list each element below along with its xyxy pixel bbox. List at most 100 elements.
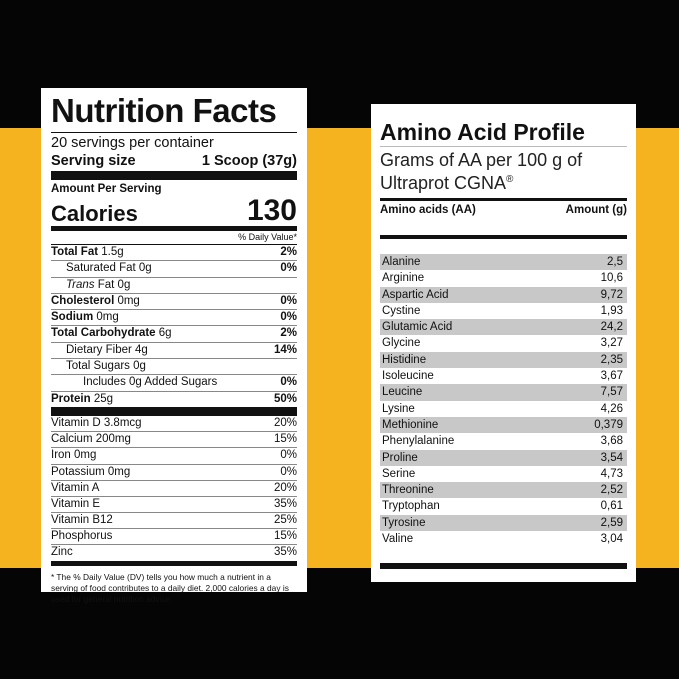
col-amount: Amount (g) xyxy=(565,204,627,216)
amino-name: Valine xyxy=(382,533,414,546)
nutrient-amount: Fat 0g xyxy=(94,278,131,291)
nutrient-row: Total Carbohydrate 6g 2% xyxy=(51,326,297,343)
vitamin-pct: 0% xyxy=(280,449,297,462)
amino-row: Glycine 3,27 xyxy=(380,335,627,351)
vitamin-name: Vitamin B12 xyxy=(51,514,113,527)
amino-value: 2,5 xyxy=(607,256,623,268)
serving-size-value: 1 Scoop (37g) xyxy=(201,153,297,169)
amino-row: Proline 3,54 xyxy=(380,449,627,466)
servings-per-container: 20 servings per container xyxy=(51,132,297,152)
nutrient-amount: 6g xyxy=(155,327,172,340)
vitamin-name: Phosphorus xyxy=(51,530,113,543)
amino-value: 1,93 xyxy=(600,304,623,317)
amino-value: 3,68 xyxy=(600,435,623,448)
amino-value: 2,35 xyxy=(600,353,623,366)
amino-row: Glutamic Acid 24,2 xyxy=(380,319,627,336)
divider-bottom xyxy=(380,563,627,570)
nutrient-label: Saturated Fat 0g xyxy=(51,261,152,276)
vitamin-pct: 25% xyxy=(273,514,297,527)
calories-label: Calories xyxy=(51,201,138,226)
amino-name: Glycine xyxy=(382,337,421,350)
amino-value: 3,27 xyxy=(600,337,623,350)
serving-size-row: Serving size 1 Scoop (37g) xyxy=(51,152,297,171)
vitamin-row: Vitamin E 35% xyxy=(51,497,297,514)
nutrient-label: Dietary Fiber 4g xyxy=(51,343,148,358)
divider-medium xyxy=(51,226,297,231)
nutrient-amount: Saturated Fat 0g xyxy=(66,262,152,275)
vitamin-row: Phosphorus 15% xyxy=(51,529,297,546)
nutrient-row: Total Sugars 0g xyxy=(51,359,297,376)
vitamin-pct: 20% xyxy=(273,416,297,429)
protein-amount: 25g xyxy=(90,392,114,405)
calories-row: Calories 130 xyxy=(51,194,297,227)
nutrient-row: Saturated Fat 0g 0% xyxy=(51,261,297,278)
amino-value: 4,73 xyxy=(600,467,623,480)
vitamin-pct: 15% xyxy=(273,530,297,543)
amino-row: Aspartic Acid 9,72 xyxy=(380,286,627,303)
amino-subtitle-text: Grams of AA per 100 g of Ultraprot CGNA xyxy=(380,150,583,193)
nutrient-pct: 0% xyxy=(280,294,297,307)
vitamin-name: Vitamin D 3.8mcg xyxy=(51,416,142,429)
amino-row: Histidine 2,35 xyxy=(380,351,627,369)
amino-name: Phenylalanine xyxy=(382,435,455,448)
nutrient-label: Total Carbohydrate 6g xyxy=(51,326,172,341)
amino-row: Serine 4,73 xyxy=(380,466,627,482)
amino-name: Aspartic Acid xyxy=(382,288,449,301)
amino-name: Alanine xyxy=(382,256,421,268)
vitamin-rows: Vitamin D 3.8mcg 20% Calcium 200mg 15% Iron … xyxy=(51,416,297,561)
serving-size-label: Serving size xyxy=(51,153,136,169)
amino-value: 0,61 xyxy=(600,500,623,513)
vitamin-row: Vitamin A 20% xyxy=(51,481,297,497)
calories-value: 130 xyxy=(246,194,297,227)
nutrient-label: Total Fat 1.5g xyxy=(51,245,124,260)
nutrient-row: Includes 0g Added Sugars 0% xyxy=(51,375,297,392)
nutrient-row: Total Fat 1.5g 2% xyxy=(51,245,297,262)
amino-name: Lysine xyxy=(382,402,415,415)
amino-value: 10,6 xyxy=(600,272,623,285)
vitamin-row: Zinc 35% xyxy=(51,545,297,560)
amino-row: Threonine 2,52 xyxy=(380,482,627,499)
nutrient-amount: 0mg xyxy=(114,294,140,307)
divider-thick xyxy=(51,171,297,180)
registered-mark: ® xyxy=(506,174,514,185)
divider-middle xyxy=(380,235,627,239)
vitamin-name: Potassium 0mg xyxy=(51,465,131,478)
vitamin-pct: 15% xyxy=(273,433,297,446)
amino-row: Tryptophan 0,61 xyxy=(380,498,627,514)
amino-value: 9,72 xyxy=(600,288,623,301)
amino-name: Glutamic Acid xyxy=(382,321,453,334)
protein-row: Protein 25g 50% xyxy=(51,392,297,407)
vitamin-pct: 0% xyxy=(280,465,297,478)
nutrient-label: Includes 0g Added Sugars xyxy=(51,375,217,390)
nutrient-pct: 0% xyxy=(280,262,297,275)
amino-row: Cystine 1,93 xyxy=(380,303,627,319)
amino-row: Arginine 10,6 xyxy=(380,270,627,286)
vitamin-pct: 20% xyxy=(273,481,297,494)
nutrient-row: Sodium 0mg 0% xyxy=(51,310,297,327)
vitamin-row: Calcium 200mg 15% xyxy=(51,432,297,449)
vitamin-pct: 35% xyxy=(273,497,297,510)
nutrient-label: Trans Fat 0g xyxy=(51,278,130,293)
nutrient-label: Sodium 0mg xyxy=(51,310,119,325)
amino-title: Amino Acid Profile xyxy=(380,104,627,147)
vitamin-name: Vitamin A xyxy=(51,481,100,494)
nutrient-row: Cholesterol 0mg 0% xyxy=(51,294,297,311)
vitamin-row: Vitamin D 3.8mcg 20% xyxy=(51,416,297,433)
vitamin-name: Iron 0mg xyxy=(51,449,97,462)
col-amino-acids: Amino acids (AA) xyxy=(380,204,476,216)
nutrient-name: Sodium xyxy=(51,311,94,324)
vitamin-name: Calcium 200mg xyxy=(51,433,131,446)
nutrient-name: Total Fat xyxy=(51,246,99,258)
amino-name: Tyrosine xyxy=(382,516,426,529)
amino-value: 3,67 xyxy=(600,370,623,383)
nutrient-label: Total Sugars 0g xyxy=(51,359,146,374)
daily-value-footnote: * The % Daily Value (DV) tells you how m… xyxy=(51,571,289,604)
amino-row: Leucine 7,57 xyxy=(380,384,627,401)
amino-rows: Alanine 2,5 Arginine 10,6 Aspartic Acid 9,72 C… xyxy=(380,254,627,547)
amino-row: Lysine 4,26 xyxy=(380,401,627,417)
amino-value: 4,26 xyxy=(600,402,623,415)
amino-row: Phenylalanine 3,68 xyxy=(380,433,627,449)
nutrient-amount: Total Sugars 0g xyxy=(66,360,146,373)
protein-label: Protein 25g xyxy=(51,392,113,407)
amino-row: Methionine 0,379 xyxy=(380,416,627,434)
